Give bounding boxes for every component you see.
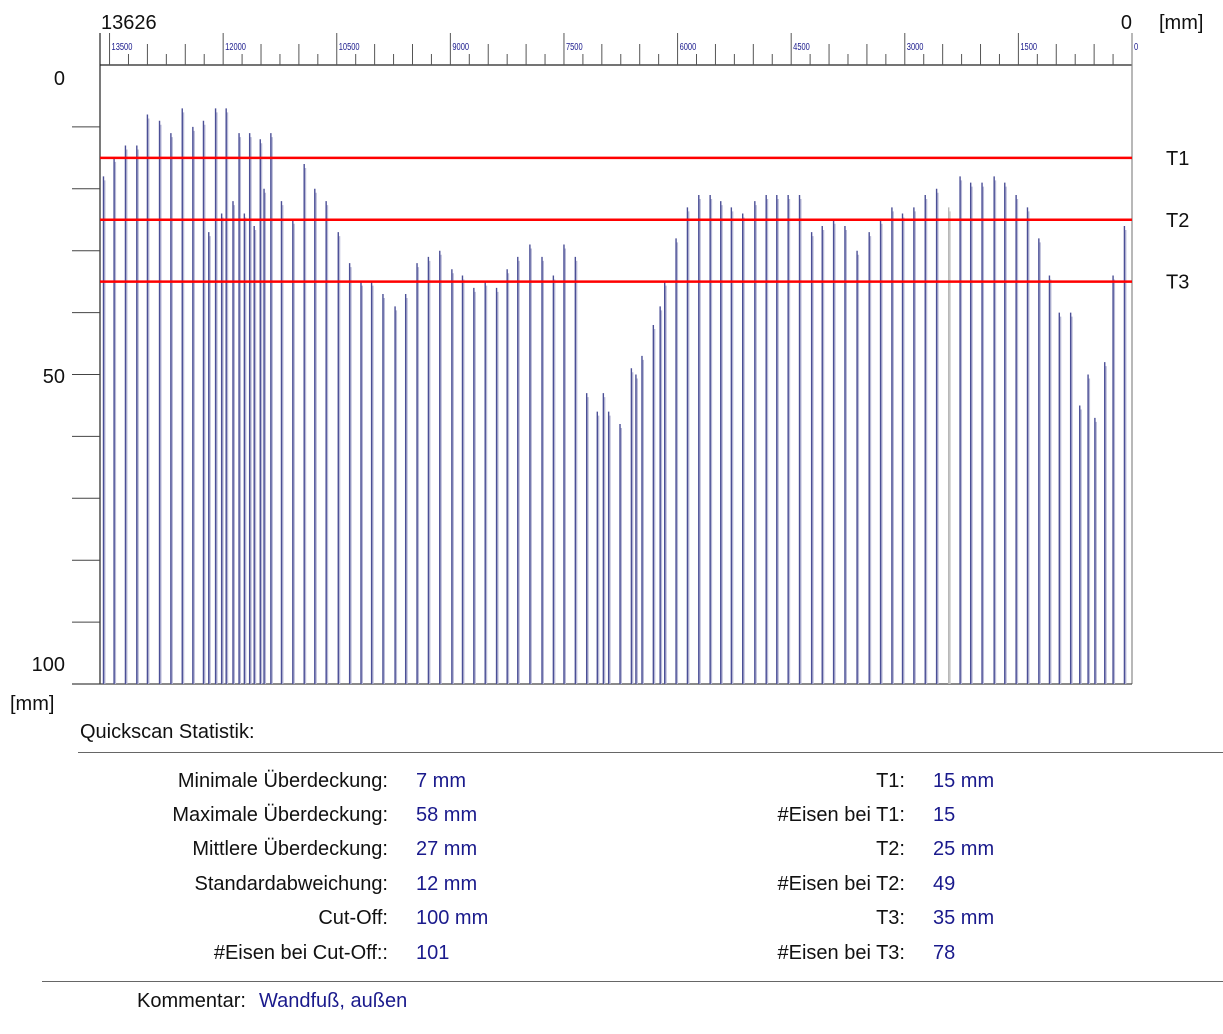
top-axis-tick-label: 13500	[112, 41, 133, 52]
threshold-label: T3	[1166, 272, 1189, 294]
bars	[102, 108, 1127, 684]
comment-value: Wandfuß, außen	[259, 990, 408, 1012]
cover-depth-chart: 13500 12000 10500 9000 7500 6000 4500 3000 1500 0…	[10, 12, 1203, 715]
top-axis-tick-label: 3000	[907, 41, 924, 52]
x-axis-end-label: 0	[1121, 12, 1132, 34]
stat-label: #Eisen bei T1:	[777, 804, 906, 826]
stat-label: Standardabweichung:	[194, 873, 388, 895]
x-axis-start-label: 13626	[101, 12, 157, 34]
stat-value: 49	[933, 873, 956, 895]
comment-label: Kommentar:	[137, 990, 246, 1012]
stat-label: #Eisen bei T2:	[777, 873, 906, 895]
stat-label: T2:	[876, 838, 905, 860]
stat-label: T1:	[876, 770, 905, 792]
top-axis-tick-label: 6000	[680, 41, 697, 52]
stat-label: T3:	[876, 907, 905, 929]
stat-label: Maximale Überdeckung:	[172, 804, 388, 826]
stat-value: 12 mm	[416, 873, 478, 895]
stat-value: 15 mm	[933, 770, 995, 792]
top-axis: 13500 12000 10500 9000 7500 6000 4500 3000 1500 0	[99, 33, 1138, 684]
top-axis-tick-label: 12000	[225, 41, 246, 52]
stat-value: 7 mm	[416, 770, 466, 792]
top-axis-tick-label: 10500	[339, 41, 360, 52]
y-axis-tick-label: 50	[43, 366, 65, 388]
y-axis-tick-label: 0	[54, 68, 65, 90]
left-axis: 0 50 100	[32, 68, 1132, 685]
stat-value: 25 mm	[933, 838, 995, 860]
stat-value: 27 mm	[416, 838, 478, 860]
stat-label: Minimale Überdeckung:	[177, 770, 388, 792]
top-axis-tick-label: 1500	[1020, 41, 1037, 52]
stat-value: 100 mm	[416, 907, 489, 929]
stat-label: Mittlere Überdeckung:	[192, 838, 388, 860]
divider	[78, 752, 1223, 753]
stat-value: 58 mm	[416, 804, 478, 826]
stat-value: 78	[933, 942, 956, 964]
stat-value: 101	[416, 942, 450, 964]
stat-value: 15	[933, 804, 956, 826]
stats-title: Quickscan Statistik:	[80, 721, 255, 743]
stat-label: #Eisen bei T3:	[777, 942, 906, 964]
stat-label: #Eisen bei Cut-Off::	[213, 942, 388, 964]
x-axis-unit: [mm]	[1159, 12, 1203, 34]
top-axis-tick-label: 4500	[793, 41, 810, 52]
threshold-label: T1	[1166, 148, 1189, 170]
threshold-label: T2	[1166, 210, 1189, 232]
y-axis-unit: [mm]	[10, 693, 54, 715]
top-axis-tick-label: 9000	[452, 41, 469, 52]
stat-value: 35 mm	[933, 907, 995, 929]
y-axis-tick-label: 100	[32, 654, 65, 676]
divider	[42, 981, 1223, 982]
stat-label: Cut-Off:	[318, 907, 388, 929]
threshold-lines: T1 T2 T3	[100, 148, 1189, 294]
top-axis-tick-label: 0	[1134, 41, 1138, 52]
top-axis-tick-label: 7500	[566, 41, 583, 52]
